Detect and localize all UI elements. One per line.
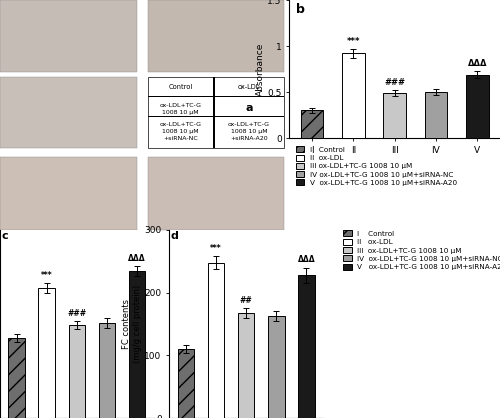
- Bar: [208, 263, 224, 418]
- Text: ***: ***: [41, 271, 52, 280]
- Bar: [238, 313, 254, 418]
- Bar: [178, 349, 194, 418]
- Text: c: c: [2, 231, 8, 241]
- Y-axis label: FC contents
(mg/g cell protein): FC contents (mg/g cell protein): [122, 285, 142, 363]
- Text: ox-LDL: ox-LDL: [238, 84, 260, 90]
- Text: 1008 10 μM: 1008 10 μM: [230, 129, 267, 134]
- Text: ox-LDL+TC-G: ox-LDL+TC-G: [160, 122, 202, 127]
- Bar: [0, 77, 136, 148]
- Text: 1008 10 μM: 1008 10 μM: [162, 110, 199, 115]
- Text: b: b: [296, 3, 305, 16]
- Text: a: a: [245, 103, 252, 113]
- Text: ΔΔΔ: ΔΔΔ: [128, 253, 146, 263]
- Text: d: d: [171, 231, 178, 241]
- Bar: [424, 92, 448, 138]
- Bar: [300, 110, 324, 138]
- Bar: [466, 74, 488, 138]
- Legend: I   Control, II  ox-LDL, III ox-LDL+TC-G 1008 10 μM, IV ox-LDL+TC-G 1008 10 μM+s: I Control, II ox-LDL, III ox-LDL+TC-G 10…: [295, 145, 458, 186]
- Text: +siRNA-A20: +siRNA-A20: [230, 136, 268, 141]
- Text: ox-LDL+TC-G: ox-LDL+TC-G: [160, 103, 202, 108]
- Legend: I    Control, II   ox-LDL, III  ox-LDL+TC-G 1008 10 μM, IV  ox-LDL+TC-G 1008 10 : I Control, II ox-LDL, III ox-LDL+TC-G 10…: [342, 230, 500, 271]
- Bar: [268, 316, 284, 418]
- Text: ΔΔΔ: ΔΔΔ: [468, 59, 487, 68]
- Bar: [0, 158, 136, 230]
- Text: 1008 10 μM: 1008 10 μM: [162, 129, 199, 134]
- Text: Control: Control: [168, 84, 193, 90]
- Text: ***: ***: [210, 244, 222, 253]
- Bar: [148, 96, 284, 97]
- Text: ###: ###: [384, 79, 405, 87]
- Text: +siRNA-NC: +siRNA-NC: [164, 136, 198, 141]
- Text: ##: ##: [240, 296, 252, 304]
- Bar: [384, 93, 406, 138]
- Bar: [148, 77, 284, 148]
- Text: ***: ***: [346, 37, 360, 46]
- Bar: [0, 0, 136, 72]
- Bar: [342, 54, 364, 138]
- Y-axis label: Absorbance: Absorbance: [256, 42, 264, 96]
- Bar: [8, 338, 25, 418]
- Bar: [38, 288, 55, 418]
- Bar: [148, 0, 284, 72]
- Bar: [148, 116, 284, 117]
- Bar: [98, 323, 116, 418]
- Bar: [129, 271, 146, 418]
- Bar: [298, 275, 314, 418]
- Text: ###: ###: [68, 309, 86, 319]
- Bar: [148, 158, 284, 230]
- Text: ΔΔΔ: ΔΔΔ: [298, 255, 315, 265]
- Bar: [68, 325, 85, 418]
- Text: ox-LDL+TC-G: ox-LDL+TC-G: [228, 122, 270, 127]
